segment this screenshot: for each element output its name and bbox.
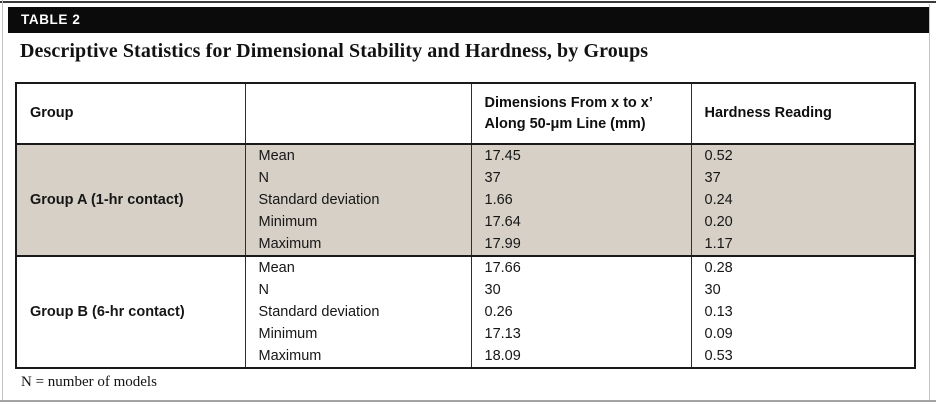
col-header-group: Group	[15, 83, 246, 144]
group-a-hardness-values: 0.52 37 0.24 0.20 1.17	[690, 144, 916, 256]
col-header-dimensions: Dimensions From x to x’ Along 50-μm Line…	[470, 83, 692, 144]
group-b-hardness-values: 0.28 30 0.13 0.09 0.53	[690, 256, 916, 368]
left-rule	[2, 0, 3, 402]
group-a-dimensions-values: 17.45 37 1.66 17.64 17.99	[470, 144, 692, 256]
table-title: Descriptive Statistics for Dimensional S…	[20, 40, 649, 62]
col-header-hardness: Hardness Reading	[690, 83, 916, 144]
top-rule	[0, 1, 936, 3]
group-b-dimensions-values: 17.66 30 0.26 17.13 18.09	[470, 256, 692, 368]
table-number-label: TABLE 2	[21, 12, 81, 27]
group-b-stat-names: Mean N Standard deviation Minimum Maximu…	[244, 256, 472, 368]
table-row-group-b: Group B (6-hr contact) Mean N Standard d…	[15, 256, 916, 368]
group-b-label: Group B (6-hr contact)	[15, 256, 246, 368]
right-rule	[929, 4, 930, 402]
bottom-rule	[0, 400, 936, 402]
col-header-statistic	[244, 83, 472, 144]
table-footnote: N = number of models	[21, 374, 157, 390]
table-number-bar: TABLE 2	[8, 7, 929, 33]
group-a-stat-names: Mean N Standard deviation Minimum Maximu…	[244, 144, 472, 256]
group-a-label: Group A (1-hr contact)	[15, 144, 246, 256]
table-row-group-a: Group A (1-hr contact) Mean N Standard d…	[15, 144, 916, 256]
table-header-row: Group Dimensions From x to x’ Along 50-μ…	[15, 83, 916, 144]
descriptive-statistics-table: Group Dimensions From x to x’ Along 50-μ…	[15, 82, 916, 369]
